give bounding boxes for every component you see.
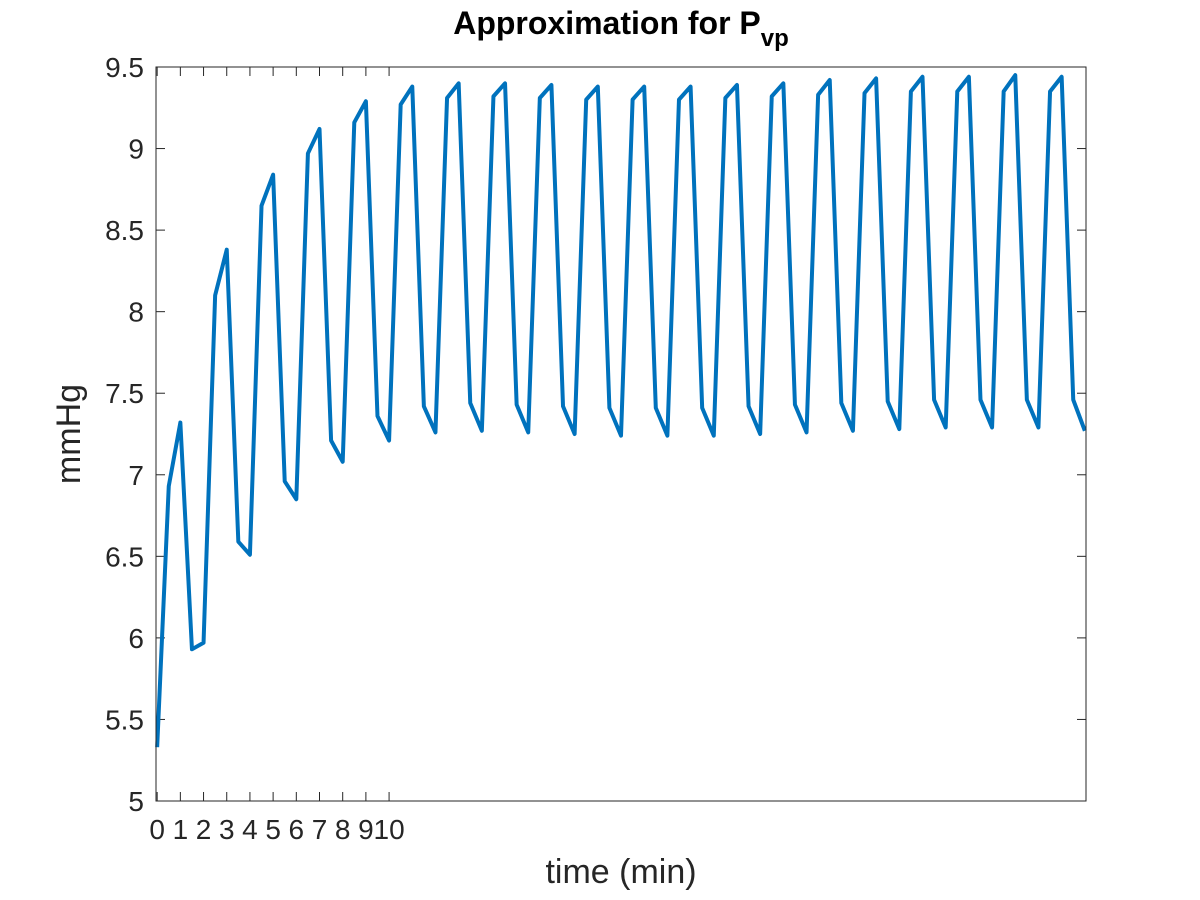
x-axis-label: time (min) bbox=[545, 853, 696, 891]
y-tick-label: 9 bbox=[128, 134, 144, 165]
chart-title: Approximation for Pvp bbox=[453, 5, 789, 52]
y-tick-label: 7 bbox=[128, 460, 144, 491]
x-tick-label: 10 bbox=[374, 814, 405, 845]
y-tick-label: 7.5 bbox=[105, 378, 144, 409]
y-tick-label: 5 bbox=[128, 786, 144, 817]
x-tick-label: 6 bbox=[289, 814, 305, 845]
y-tick-label: 6 bbox=[128, 623, 144, 654]
y-axis-label: mmHg bbox=[50, 384, 88, 484]
x-tick-label: 5 bbox=[265, 814, 281, 845]
y-tick-label: 8.5 bbox=[105, 215, 144, 246]
x-axis-ticks: 0 1 2 3 4 5 6 7 8 9 10 bbox=[149, 67, 405, 845]
y-tick-label: 9.5 bbox=[105, 52, 144, 83]
y-tick-label: 5.5 bbox=[105, 704, 144, 735]
x-tick-label: 0 bbox=[149, 814, 165, 845]
x-tick-label: 7 bbox=[312, 814, 328, 845]
axes-box bbox=[155, 66, 1087, 802]
x-tick-label: 3 bbox=[219, 814, 235, 845]
y-tick-label: 8 bbox=[128, 297, 144, 328]
y-tick-label: 6.5 bbox=[105, 541, 144, 572]
x-tick-label: 8 bbox=[335, 814, 351, 845]
series-line bbox=[155, 73, 1087, 748]
x-tick-label: 2 bbox=[196, 814, 212, 845]
x-tick-label: 1 bbox=[173, 814, 189, 845]
x-tick-label: 9 bbox=[358, 814, 374, 845]
x-tick-label: 4 bbox=[242, 814, 258, 845]
y-axis-ticks: 5 5.5 6 6.5 7 7.5 8 8.5 9 9.5 bbox=[105, 52, 1086, 817]
